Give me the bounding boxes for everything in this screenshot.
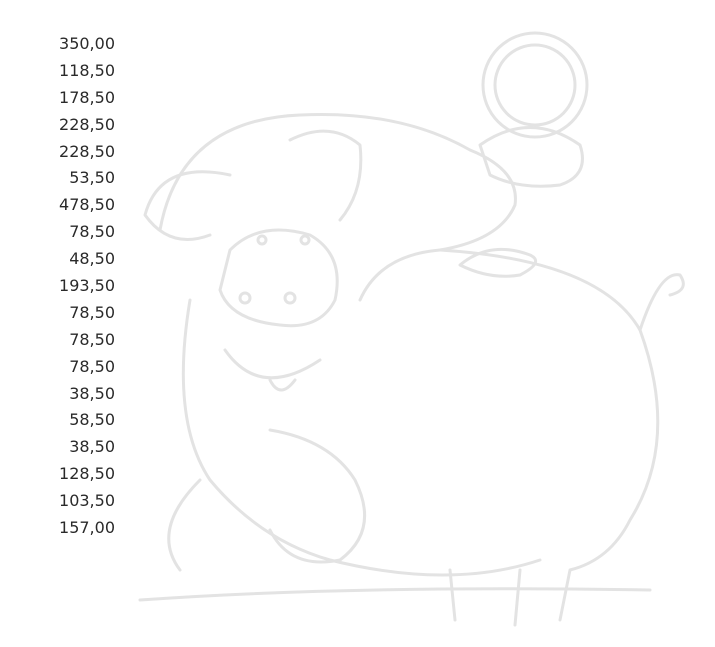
amount: 350,00 [0, 31, 115, 58]
page: 350,00118,50178,50228,50228,5053,50478,5… [0, 0, 715, 647]
amount: 58,50 [0, 407, 115, 434]
amount: 128,50 [0, 461, 115, 488]
amount: 38,50 [0, 381, 115, 408]
amount: 38,50 [0, 434, 115, 461]
amount: 228,50 [0, 139, 115, 166]
amount: 48,50 [0, 246, 115, 273]
amount: 103,50 [0, 488, 115, 515]
amount: 193,50 [0, 273, 115, 300]
amount: 78,50 [0, 354, 115, 381]
amount: 118,50 [0, 58, 115, 85]
amount: 53,50 [0, 165, 115, 192]
amount: 157,00 [0, 515, 115, 542]
amount: 78,50 [0, 219, 115, 246]
amount: 78,50 [0, 300, 115, 327]
amount: 228,50 [0, 112, 115, 139]
amount: 478,50 [0, 192, 115, 219]
amount: 78,50 [0, 327, 115, 354]
amount: 178,50 [0, 85, 115, 112]
